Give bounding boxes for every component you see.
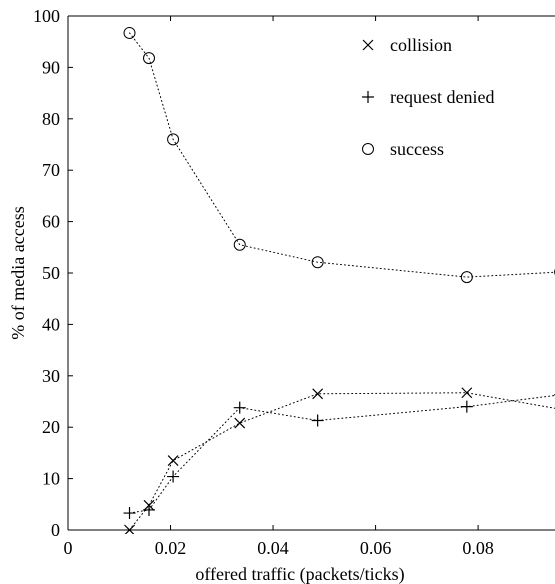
y-axis-label: % of media access [8, 206, 28, 339]
series-line-success [129, 32, 555, 278]
x-ticks: 0 0.02 0.04 0.06 0.08 [64, 16, 494, 558]
data-point-request-denied [460, 400, 473, 413]
y-tick-label: 100 [33, 6, 60, 26]
data-point-success [460, 271, 473, 284]
y-tick-label: 70 [42, 160, 60, 180]
data-point-collision [167, 455, 179, 467]
data-point-request-denied [142, 503, 155, 516]
series-request-denied [123, 394, 555, 520]
data-point-success [311, 256, 324, 269]
x-tick-label: 0 [64, 538, 73, 558]
series-collision [124, 387, 555, 534]
data-point-success [142, 52, 155, 65]
data-point-collision [312, 388, 324, 400]
y-tick-label: 0 [51, 520, 60, 540]
x-tick-label: 0.06 [360, 538, 392, 558]
data-point-request-denied [123, 507, 136, 520]
y-tick-label: 80 [42, 109, 60, 129]
data-point-collision [124, 524, 135, 534]
data-point-collision [234, 417, 246, 429]
legend-marker-success [362, 143, 374, 155]
y-ticks: 0 10 20 30 40 50 60 70 80 90 100 [33, 6, 73, 540]
legend-marker-request-denied [362, 91, 374, 103]
series-line-request-denied [129, 394, 555, 514]
x-tick-label: 0.08 [462, 538, 494, 558]
series-line-collision [129, 392, 555, 531]
y-tick-label: 10 [42, 469, 60, 489]
data-point-success [233, 238, 246, 251]
legend-label-success: success [390, 139, 444, 159]
y-tick-label: 90 [42, 57, 60, 77]
data-point-request-denied [167, 470, 180, 483]
series-layer [123, 26, 555, 534]
data-point-success [167, 133, 180, 146]
y-tick-label: 30 [42, 366, 60, 386]
x-axis-label: offered traffic (packets/ticks) [195, 564, 404, 584]
y-tick-label: 20 [42, 417, 60, 437]
data-point-collision [461, 387, 473, 399]
legend-label-collision: collision [390, 35, 452, 55]
y-tick-label: 60 [42, 212, 60, 232]
y-tick-label: 40 [42, 314, 60, 334]
legend-label-request-denied: request denied [390, 87, 494, 107]
data-point-request-denied [233, 401, 246, 414]
legend: collision request denied success [362, 35, 494, 159]
data-point-success [123, 26, 136, 39]
x-tick-label: 0.04 [257, 538, 289, 558]
y-tick-label: 50 [42, 263, 60, 283]
legend-marker-collision [362, 39, 374, 51]
data-point-request-denied [311, 414, 324, 427]
series-success [123, 26, 555, 284]
x-tick-label: 0.02 [155, 538, 187, 558]
